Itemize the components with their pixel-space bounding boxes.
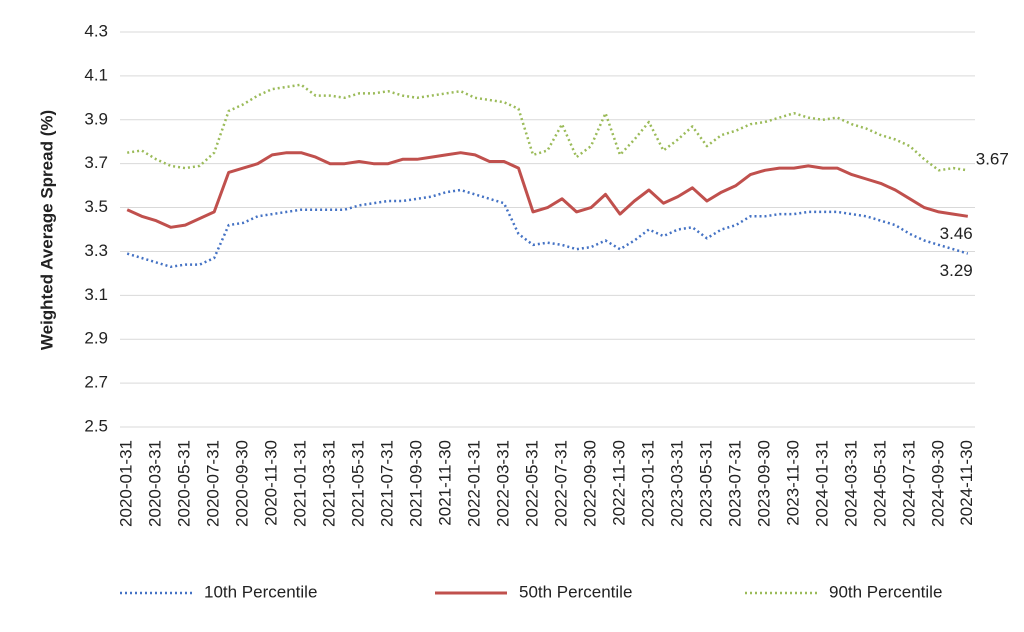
x-tick-label: 2023-03-31 — [667, 440, 686, 527]
x-tick-label: 2023-09-30 — [754, 440, 773, 527]
legend-label: 10th Percentile — [204, 582, 317, 601]
y-tick-label: 4.1 — [84, 65, 108, 84]
y-axis-label: Weighted Average Spread (%) — [37, 110, 56, 350]
x-tick-label: 2023-11-30 — [783, 440, 802, 526]
x-tick-label: 2022-05-31 — [522, 440, 541, 527]
data-label: 3.29 — [940, 261, 973, 280]
x-tick-label: 2023-07-31 — [725, 440, 744, 527]
y-tick-label: 3.3 — [84, 241, 108, 260]
series-line — [126, 188, 969, 269]
x-tick-label: 2020-01-31 — [117, 440, 136, 527]
x-tick-label: 2020-07-31 — [204, 440, 223, 527]
x-tick-label: 2021-07-31 — [378, 440, 397, 527]
y-tick-label: 3.7 — [84, 153, 108, 172]
x-tick-label: 2024-09-30 — [928, 440, 947, 527]
legend-label: 90th Percentile — [829, 582, 942, 601]
x-tick-label: 2021-03-31 — [320, 440, 339, 527]
x-tick-label: 2022-03-31 — [494, 440, 513, 527]
y-tick-label: 2.9 — [84, 329, 108, 348]
series-line — [127, 83, 968, 172]
x-tick-label: 2024-11-30 — [957, 440, 976, 526]
series-line — [126, 151, 969, 229]
x-tick-label: 2023-05-31 — [696, 440, 715, 527]
y-tick-label: 2.7 — [84, 373, 108, 392]
y-tick-label: 4.3 — [84, 21, 108, 40]
y-tick-label: 3.1 — [84, 285, 108, 304]
x-tick-label: 2024-05-31 — [870, 440, 889, 527]
x-tick-label: 2021-01-31 — [291, 440, 310, 527]
x-tick-label: 2021-05-31 — [349, 440, 368, 527]
legend-label: 50th Percentile — [519, 582, 632, 601]
x-tick-label: 2024-01-31 — [812, 440, 831, 527]
y-tick-label: 3.5 — [84, 197, 108, 216]
x-tick-label: 2022-09-30 — [580, 440, 599, 527]
x-tick-label: 2021-09-30 — [407, 440, 426, 527]
x-tick-label: 2020-05-31 — [175, 440, 194, 527]
x-tick-label: 2020-09-30 — [233, 440, 252, 527]
x-tick-label: 2024-07-31 — [899, 440, 918, 527]
x-tick-label: 2022-11-30 — [609, 440, 628, 526]
data-label: 3.67 — [976, 150, 1009, 169]
x-tick-label: 2020-11-30 — [262, 440, 281, 526]
x-tick-label: 2022-01-31 — [465, 440, 484, 527]
x-tick-label: 2023-01-31 — [638, 440, 657, 527]
data-label: 3.46 — [940, 224, 973, 243]
y-tick-label: 3.9 — [84, 109, 108, 128]
x-tick-label: 2022-07-31 — [551, 440, 570, 527]
x-tick-label: 2020-03-31 — [146, 440, 165, 527]
x-tick-label: 2024-03-31 — [841, 440, 860, 527]
y-tick-label: 2.5 — [84, 416, 108, 435]
x-tick-label: 2021-11-30 — [436, 440, 455, 526]
